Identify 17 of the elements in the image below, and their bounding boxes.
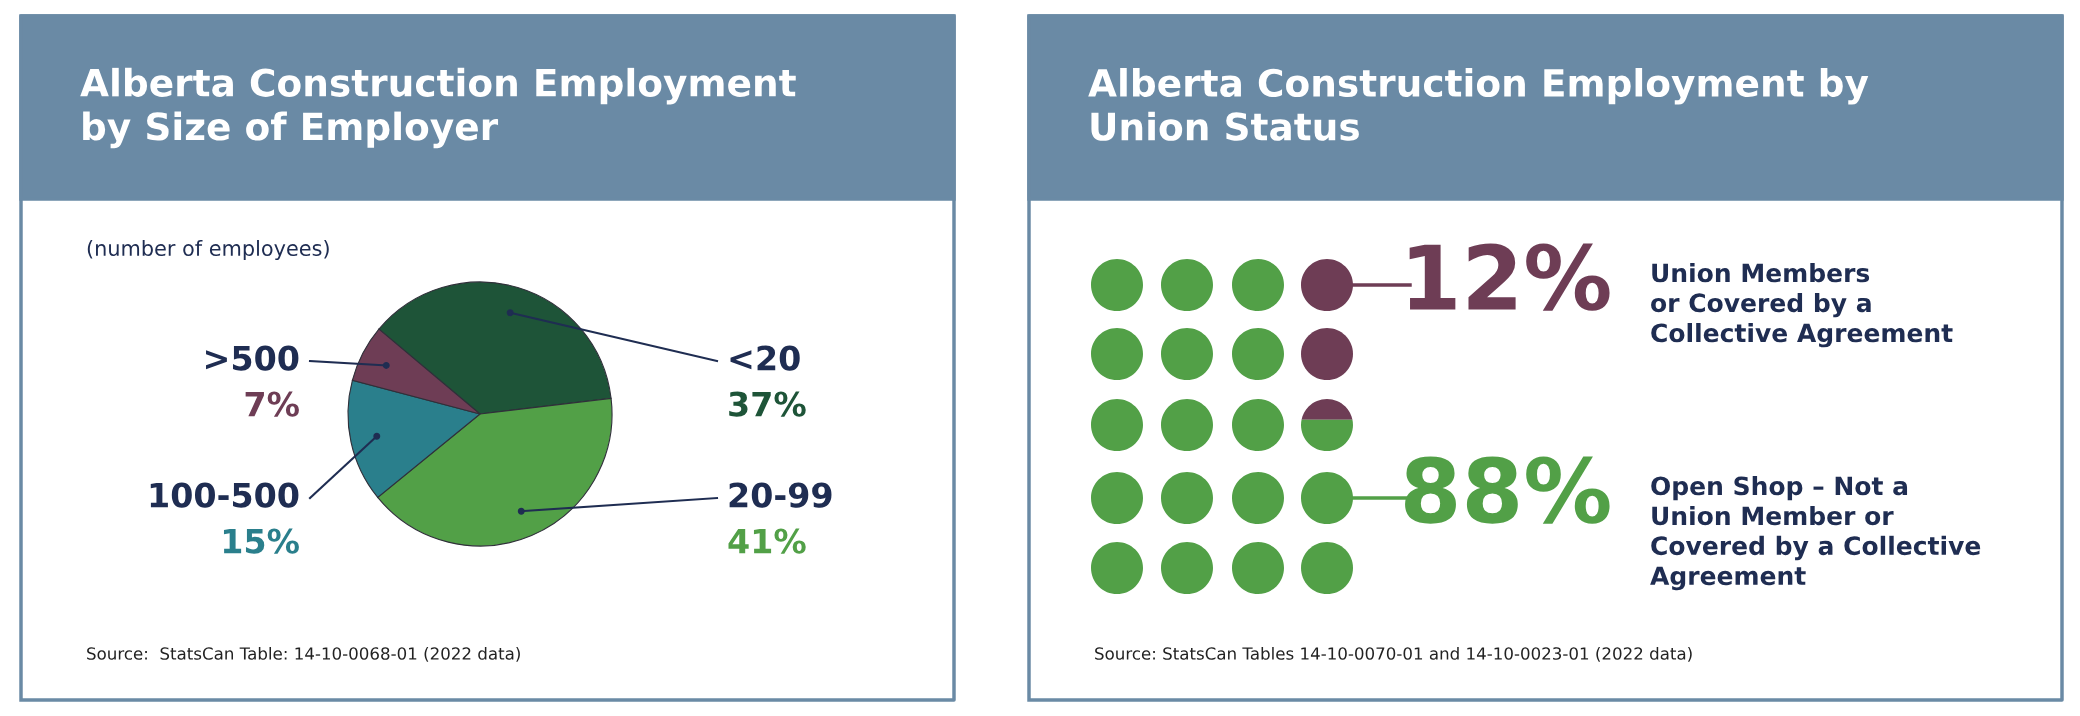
- data-label: 7%: [245, 391, 299, 417]
- data-label: 12%: [1409, 243, 1610, 311]
- slice-label: >500: [206, 345, 299, 371]
- data-label: 41%: [728, 528, 806, 554]
- chart-subtitle: (number of employees): [87, 239, 329, 261]
- source-note: Source: StatsCan Table: 14-10-0068-01 (2022 data): [87, 646, 520, 662]
- source-note: Source: StatsCan Tables 14-10-0070-01 and 14-10-0023-01 (2022 data): [1095, 646, 1692, 662]
- text: Alberta Construction Employment by Union Status: [1088, 68, 1869, 141]
- slice-label: <20: [730, 345, 800, 371]
- data-label: 88%: [1405, 456, 1610, 524]
- chart-title: Alberta Construction Employment by Size of Employer: [80, 67, 796, 149]
- slice-label: 20-99: [729, 482, 832, 508]
- category-label: Union Members or Covered by a Collective Agreement: [1651, 263, 1953, 348]
- data-label: 37%: [729, 391, 806, 417]
- category-label: Open Shop – Not a Union Member or Covered by a Collective Agreement: [1650, 476, 1981, 591]
- data-label: 15%: [223, 528, 299, 554]
- slice-label: 100-500: [150, 482, 299, 508]
